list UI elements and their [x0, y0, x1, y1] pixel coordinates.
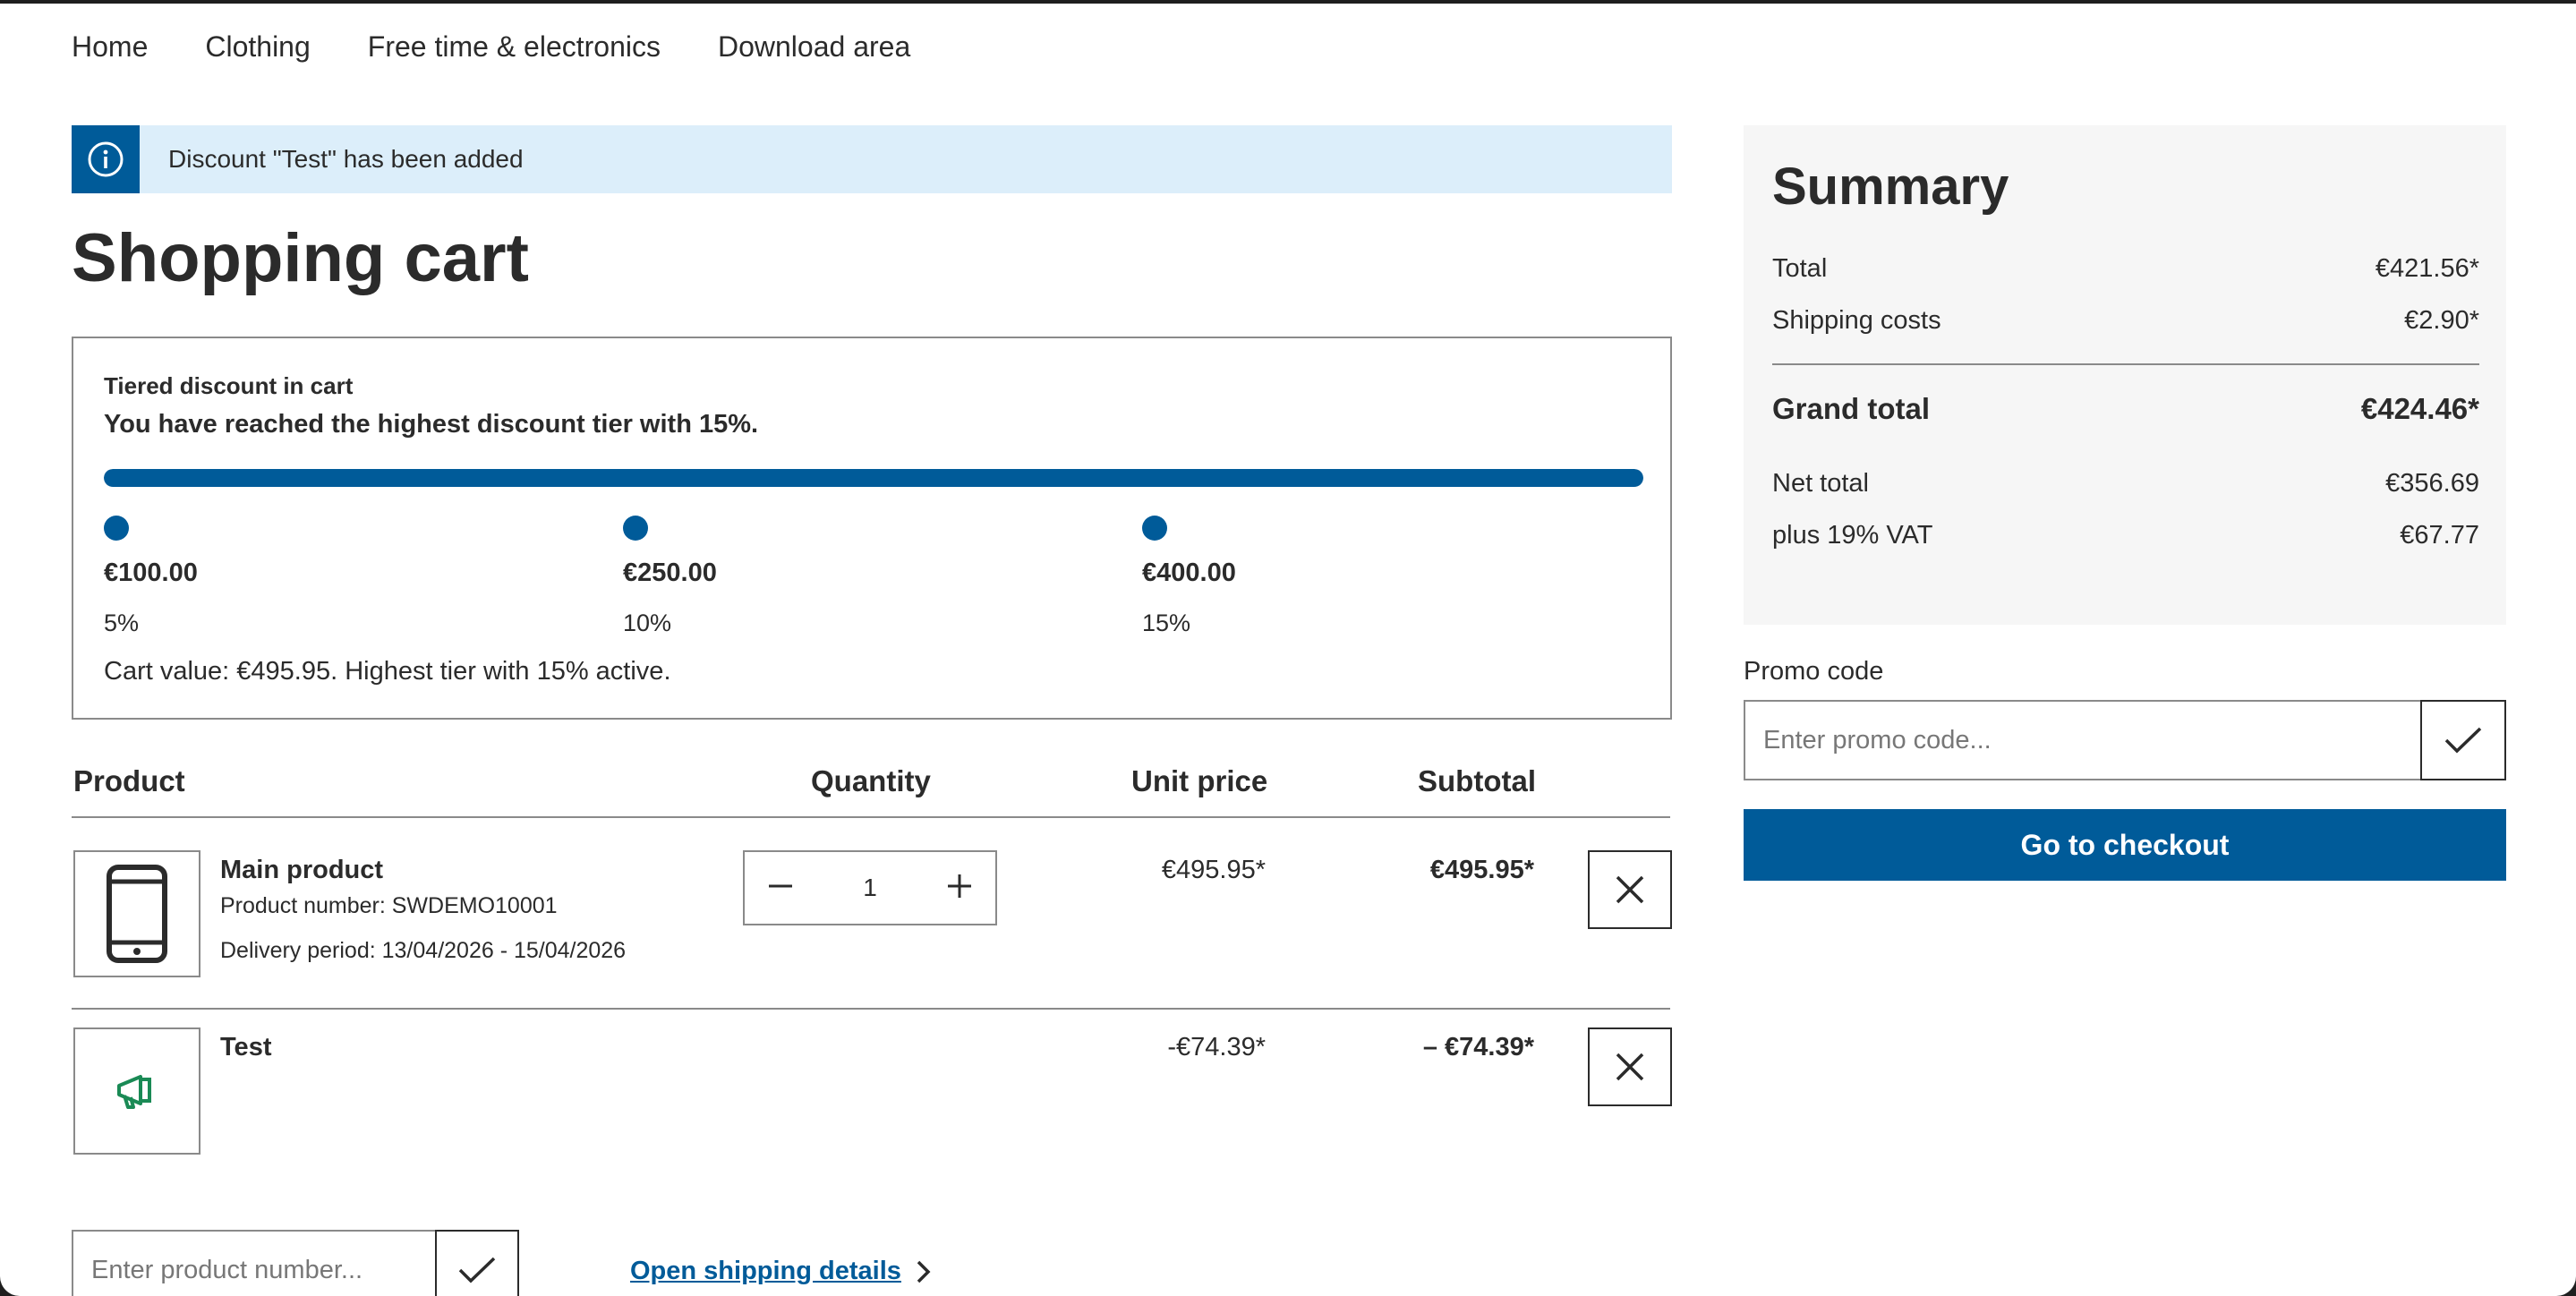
add-product-button[interactable]	[435, 1230, 519, 1296]
tier-amount: €250.00	[623, 558, 717, 587]
product-number: Product number: SWDEMO10001	[220, 893, 558, 918]
discount-progress-fill	[104, 469, 1643, 487]
header-unit-price: Unit price	[1131, 764, 1268, 797]
unit-price: €495.95*	[1161, 856, 1266, 884]
tier-3: €400.00 15%	[1142, 516, 1236, 637]
close-icon	[1616, 875, 1644, 904]
promo-code-label: Promo code	[1744, 657, 1884, 686]
subtotal-price: €495.95*	[1429, 856, 1534, 884]
tier-amount: €100.00	[104, 558, 198, 587]
go-to-checkout-button[interactable]: Go to checkout	[1744, 809, 2506, 881]
grand-total-label: Grand total	[1772, 392, 1931, 425]
header-quantity: Quantity	[811, 764, 931, 797]
vat-label: plus 19% VAT	[1772, 521, 1933, 550]
info-icon	[72, 125, 140, 193]
megaphone-icon	[117, 1075, 151, 1109]
summary-divider	[1772, 363, 2479, 365]
total-value: €421.56*	[2375, 254, 2479, 283]
page-title: Shopping cart	[72, 220, 529, 296]
checkmark-icon	[458, 1257, 496, 1283]
summary-net-row: Net total €356.69	[1772, 469, 2479, 499]
grand-total-value: €424.46*	[2360, 392, 2479, 425]
tier-percent: 15%	[1142, 610, 1191, 636]
tier-1: €100.00 5%	[104, 516, 198, 637]
delivery-period: Delivery period: 13/04/2026 - 15/04/2026	[220, 938, 627, 963]
smartphone-icon	[107, 865, 167, 963]
tiered-discount-label: Tiered discount in cart	[104, 372, 354, 399]
minus-icon[interactable]	[766, 872, 795, 905]
summary-vat-row: plus 19% VAT €67.77	[1772, 521, 2479, 550]
nav-item-download-area[interactable]: Download area	[717, 30, 911, 63]
nav-item-home[interactable]: Home	[72, 30, 149, 63]
summary-grand-total-row: Grand total €424.46*	[1772, 392, 2479, 426]
alert-message: Discount "Test" has been added	[168, 145, 524, 173]
nav-item-clothing[interactable]: Clothing	[205, 30, 311, 63]
quantity-stepper: 1	[743, 850, 997, 925]
shipping-label: Shipping costs	[1772, 306, 1941, 335]
summary-total-row: Total €421.56*	[1772, 254, 2479, 284]
tier-dot	[1142, 516, 1167, 541]
shipping-value: €2.90*	[2404, 306, 2479, 335]
promotion-thumbnail	[73, 1027, 200, 1155]
chevron-right-icon	[917, 1260, 931, 1283]
apply-promo-button[interactable]	[2420, 700, 2506, 780]
shipping-link-label: Open shipping details	[630, 1257, 901, 1285]
tier-dot	[104, 516, 129, 541]
product-number-input[interactable]	[72, 1230, 435, 1296]
order-summary: Summary Total €421.56* Shipping costs €2…	[1744, 125, 2506, 625]
promo-code-input[interactable]	[1744, 700, 2422, 780]
main-navigation: Home Clothing Free time & electronics Do…	[72, 25, 910, 68]
tiered-discount-box: Tiered discount in cart You have reached…	[72, 337, 1672, 720]
unit-price: -€74.39*	[1167, 1033, 1266, 1062]
tier-percent: 10%	[623, 610, 672, 636]
summary-shipping-row: Shipping costs €2.90*	[1772, 306, 2479, 336]
remove-item-button[interactable]	[1588, 850, 1672, 929]
nav-item-free-time-electronics[interactable]: Free time & electronics	[367, 30, 661, 63]
header-product: Product	[73, 764, 185, 797]
remove-item-button[interactable]	[1588, 1027, 1672, 1106]
tier-amount: €400.00	[1142, 558, 1236, 587]
total-label: Total	[1772, 254, 1828, 283]
vat-value: €67.77	[2400, 521, 2479, 550]
net-total-value: €356.69	[2385, 469, 2479, 498]
header-subtotal: Subtotal	[1418, 764, 1536, 797]
discount-progress-bar	[104, 469, 1643, 487]
checkmark-icon	[2444, 727, 2482, 754]
quantity-value[interactable]: 1	[863, 874, 877, 901]
tier-2: €250.00 10%	[623, 516, 717, 637]
cart-value-text: Cart value: €495.95. Highest tier with 1…	[104, 657, 671, 686]
open-shipping-details-link[interactable]: Open shipping details	[630, 1257, 932, 1286]
close-icon	[1616, 1053, 1644, 1081]
net-total-label: Net total	[1772, 469, 1869, 498]
plus-icon[interactable]	[945, 872, 974, 905]
tiered-discount-message: You have reached the highest discount ti…	[104, 410, 759, 439]
subtotal-price: – €74.39*	[1422, 1033, 1534, 1062]
row-divider	[72, 1008, 1670, 1010]
tier-percent: 5%	[104, 610, 140, 636]
summary-title: Summary	[1772, 158, 2009, 216]
cart-table-header: Product Quantity Unit price Subtotal	[72, 764, 1670, 818]
tier-dot	[623, 516, 648, 541]
product-thumbnail[interactable]	[73, 850, 200, 977]
product-name[interactable]: Main product	[220, 856, 384, 884]
discount-alert: Discount "Test" has been added	[72, 125, 1672, 193]
product-name: Test	[220, 1033, 272, 1062]
